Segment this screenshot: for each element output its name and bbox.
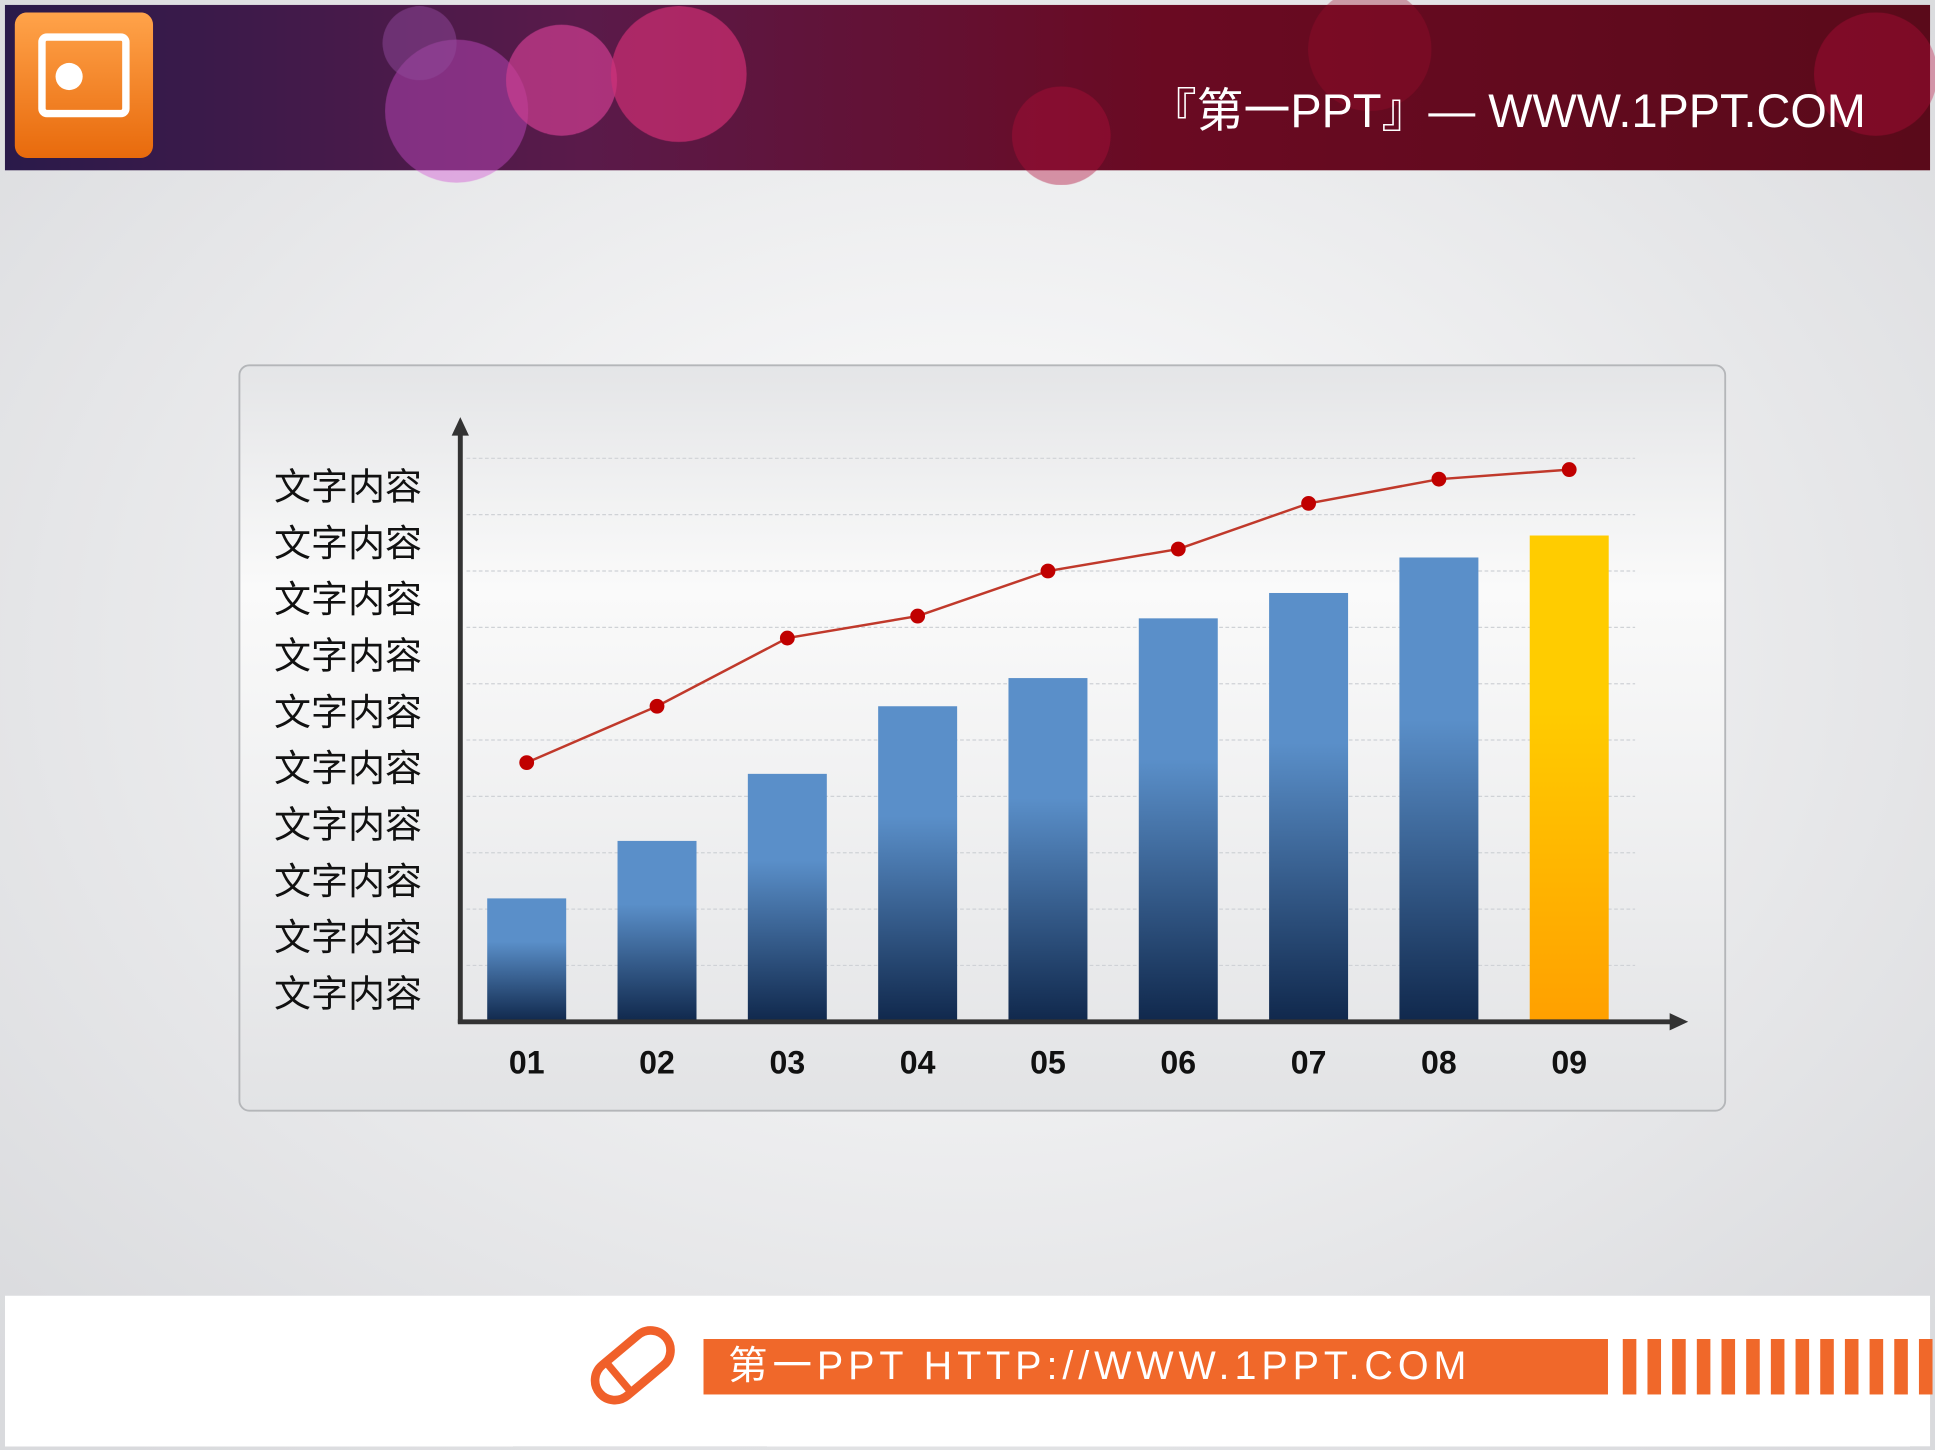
y-tick-label: 文字内容 (274, 860, 422, 903)
x-tick-label: 03 (769, 1044, 805, 1080)
x-tick-label: 08 (1421, 1044, 1457, 1080)
stripe (1721, 1338, 1736, 1395)
x-tick-label: 05 (1030, 1044, 1066, 1080)
x-tick-label: 09 (1551, 1044, 1587, 1080)
x-tick-label: 07 (1291, 1044, 1327, 1080)
stripe (1894, 1338, 1908, 1395)
chart-panel (238, 364, 1727, 1112)
y-tick-label: 文字内容 (274, 635, 422, 678)
x-tick-label: 02 (639, 1044, 675, 1080)
app-icon-glyph (55, 62, 83, 91)
bar (1008, 678, 1088, 1022)
footer-stripes (1622, 1338, 1933, 1395)
stripe (1844, 1338, 1859, 1395)
app-icon-glyph (38, 33, 130, 118)
y-tick-label: 文字内容 (274, 522, 422, 565)
y-tick-label: 文字内容 (274, 578, 422, 621)
stripe (1918, 1338, 1933, 1395)
line-point (1561, 462, 1577, 477)
line-point (649, 698, 665, 714)
footer-bar (703, 1338, 1608, 1395)
line-point (1431, 471, 1447, 487)
line-point (1170, 541, 1186, 557)
bar (747, 773, 827, 1022)
bar (878, 706, 958, 1022)
x-tick-label: 06 (1160, 1044, 1196, 1080)
x-tick-label: 04 (900, 1044, 936, 1080)
stripe (1746, 1338, 1760, 1395)
line-point (910, 608, 926, 624)
y-tick-label: 文字内容 (274, 465, 422, 508)
line-point (519, 755, 535, 770)
stripe (1869, 1338, 1884, 1395)
pencil-icon (590, 1326, 675, 1405)
header-text: 『第一PPT』— WWW.1PPT.COM (1150, 85, 1866, 137)
stripe (1696, 1338, 1711, 1395)
stripe (1795, 1338, 1810, 1395)
bar (1529, 535, 1609, 1022)
x-tick-label: 01 (509, 1044, 545, 1080)
stripe (1622, 1338, 1637, 1395)
line-point (779, 630, 795, 646)
stripe (1647, 1338, 1662, 1395)
bar (1138, 618, 1218, 1022)
plot: 文字内容文字内容文字内容文字内容文字内容文字内容文字内容文字内容文字内容文字内容… (274, 457, 1636, 1080)
footer-text: 第一PPT HTTP://WWW.1PPT.COM (728, 1344, 1471, 1388)
stripe (1672, 1338, 1686, 1395)
line-point (1301, 495, 1316, 511)
app-icon (14, 12, 154, 158)
bubbles (382, 0, 1935, 186)
line-point (1040, 563, 1056, 579)
y-tick-label: 文字内容 (274, 804, 422, 847)
bar (1399, 557, 1479, 1022)
y-tick-label: 文字内容 (274, 691, 422, 734)
y-tick-label: 文字内容 (274, 973, 422, 1016)
stripe (1770, 1338, 1785, 1395)
banner (4, 4, 1931, 171)
stripe (1820, 1338, 1834, 1395)
bar (1269, 592, 1349, 1022)
y-axis-arrow (451, 417, 469, 436)
x-axis-arrow (1669, 1013, 1689, 1031)
bar (617, 840, 697, 1022)
y-tick-label: 文字内容 (274, 747, 422, 790)
bar (487, 898, 567, 1022)
y-tick-label: 文字内容 (274, 916, 422, 959)
